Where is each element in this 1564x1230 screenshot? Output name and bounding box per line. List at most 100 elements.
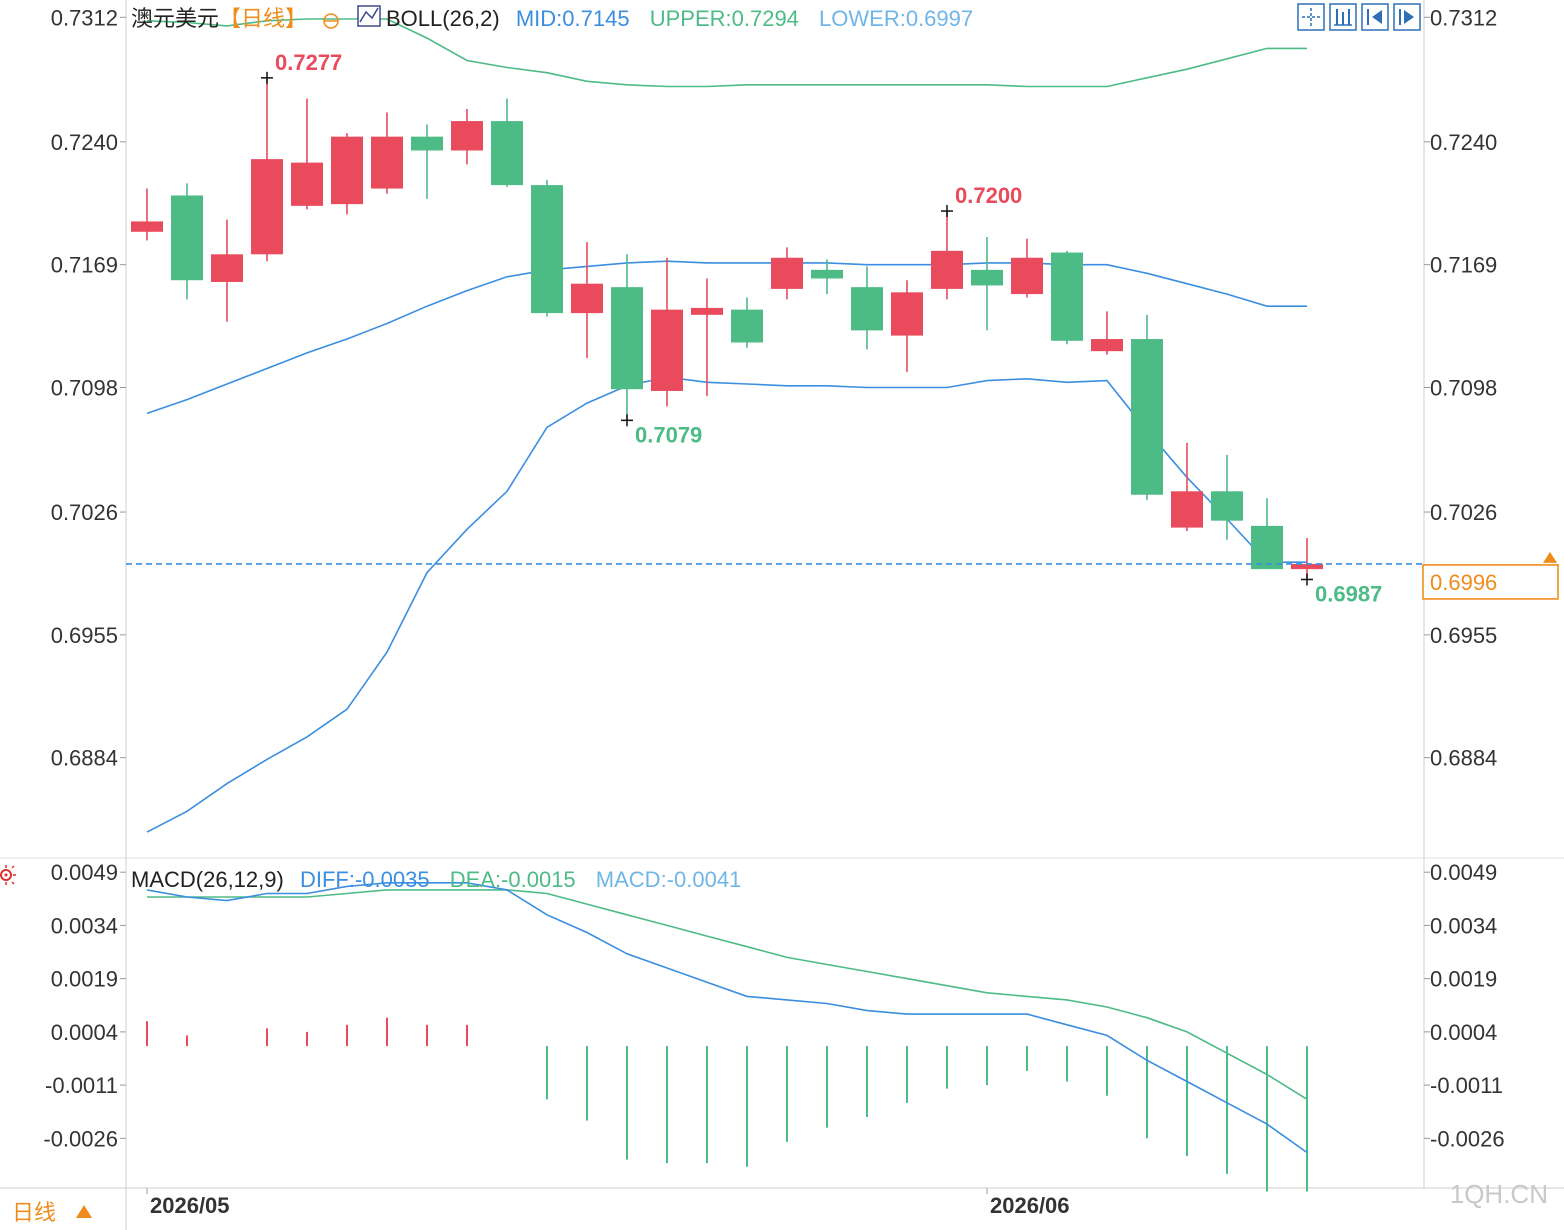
candle-body [811, 269, 843, 279]
candle-body [371, 136, 403, 189]
candle-body [891, 292, 923, 336]
annotation-label: 0.6987 [1315, 581, 1382, 606]
svg-text:BOLL(26,2) MID:0.7145: BOLL(26,2) MID:0.7145 UPPER:0.7294 LOWER… [386, 6, 973, 31]
y-tick-label-left: 0.6884 [51, 746, 118, 771]
y-tick-label-right: 0.7312 [1430, 5, 1497, 30]
candle [131, 188, 163, 241]
svg-text:0.6996: 0.6996 [1430, 570, 1497, 595]
watermark: 1QH.CN [1450, 1179, 1548, 1209]
y-tick-label-right: 0.7026 [1430, 500, 1497, 525]
macd-diff-line [146, 881, 1308, 1154]
candle-body [1291, 563, 1323, 570]
y-tick-label-right: 0.7240 [1430, 130, 1497, 155]
y-tick-label-left: 0.7312 [51, 5, 118, 30]
macd-tick-label-left: 0.0034 [51, 913, 118, 938]
indicator-icon[interactable] [357, 5, 381, 27]
settings-icon[interactable] [323, 13, 339, 29]
candle [971, 236, 1003, 331]
step-forward-icon[interactable] [1393, 3, 1421, 31]
macd-tick-label-right: 0.0049 [1430, 860, 1497, 885]
macd-tick-label-right: 0.0019 [1430, 967, 1497, 992]
macd-histogram [146, 1017, 1308, 1192]
y-tick-label-left: 0.7098 [51, 375, 118, 400]
candle [1211, 454, 1243, 540]
candle [1251, 498, 1283, 570]
chart-toolbar [1297, 3, 1421, 31]
candle-body [971, 269, 1003, 286]
candle-body [651, 309, 683, 391]
candle [1131, 314, 1163, 500]
candle [771, 247, 803, 300]
macd-tick-label-right: -0.0026 [1430, 1126, 1505, 1151]
svg-text:日线: 日线 [12, 1200, 56, 1225]
candle-body [1131, 339, 1163, 495]
macd-tick-label-left: 0.0004 [51, 1020, 118, 1045]
candle-body [1051, 252, 1083, 341]
y-tick-label-left: 0.7169 [51, 253, 118, 278]
boll-legend: 澳元美元【日线】 BOLL(26,2) MID:0.7145 UPPER:0.7… [131, 5, 973, 31]
candle [371, 112, 403, 194]
candle-body [571, 283, 603, 314]
candle-body [171, 195, 203, 281]
macd-tick-label-left: 0.0049 [51, 860, 118, 885]
candle [931, 211, 963, 300]
x-axis-labels: 2026/05 2026/06 [150, 1193, 1070, 1218]
macd-legend: MACD(26,12,9) DIFF:-0.0035 DEA:-0.0015 M… [0, 865, 741, 892]
annotation-label: 0.7079 [635, 422, 702, 447]
candle [251, 77, 283, 262]
candle-body [851, 287, 883, 331]
x-tick-label: 2026/05 [150, 1193, 230, 1218]
macd-tick-label-right: -0.0011 [1430, 1073, 1503, 1098]
candle [851, 266, 883, 350]
candle-body [1091, 339, 1123, 352]
step-back-icon[interactable] [1361, 3, 1389, 31]
current-price-tag: 0.6996 [1422, 551, 1559, 600]
candle-body [131, 221, 163, 232]
candle [171, 183, 203, 300]
candle [411, 124, 443, 199]
candle [891, 280, 923, 372]
y-tick-label-right: 0.7169 [1430, 253, 1497, 278]
candle [691, 278, 723, 397]
annotation-label: 0.7200 [955, 183, 1022, 208]
candle [531, 179, 563, 317]
candle [451, 108, 483, 165]
y-tick-label-left: 0.7026 [51, 500, 118, 525]
candle [651, 257, 683, 407]
candlestick-series [131, 77, 1323, 580]
candle-body [611, 287, 643, 390]
candle-body [411, 136, 443, 151]
candle [491, 98, 523, 187]
candle-body [211, 254, 243, 282]
bar-chart-icon[interactable] [1329, 3, 1357, 31]
y-tick-label-right: 0.6884 [1430, 746, 1497, 771]
candle-body [931, 250, 963, 289]
macd-tick-label-left: 0.0019 [51, 967, 118, 992]
crosshair-icon[interactable] [1297, 3, 1325, 31]
y-tick-label-right: 0.7098 [1430, 375, 1497, 400]
candle [1091, 311, 1123, 355]
candle-body [531, 185, 563, 314]
candle-body [1171, 491, 1203, 528]
boll-upper-line [146, 18, 1307, 88]
macd-tick-label-left: -0.0026 [43, 1126, 118, 1151]
candle-body [691, 307, 723, 315]
sun-settings-icon[interactable] [0, 865, 16, 885]
triangle-up-icon [76, 1205, 92, 1218]
candle [611, 254, 643, 421]
period-button[interactable]: 日线 [0, 1190, 124, 1228]
candle [1051, 250, 1083, 345]
candle [571, 242, 603, 359]
candle-body [731, 309, 763, 343]
candle-body [491, 121, 523, 186]
candle-body [451, 121, 483, 151]
candle [291, 98, 323, 210]
candle-body [771, 257, 803, 289]
macd-tick-label-left: -0.0011 [45, 1073, 118, 1098]
candle-body [1011, 257, 1043, 295]
candle [1171, 442, 1203, 532]
price-arrow-icon [1543, 551, 1557, 563]
candle-body [331, 136, 363, 205]
legend-title: 澳元美元【日线】 [131, 6, 307, 31]
y-tick-label-right: 0.6955 [1430, 623, 1497, 648]
